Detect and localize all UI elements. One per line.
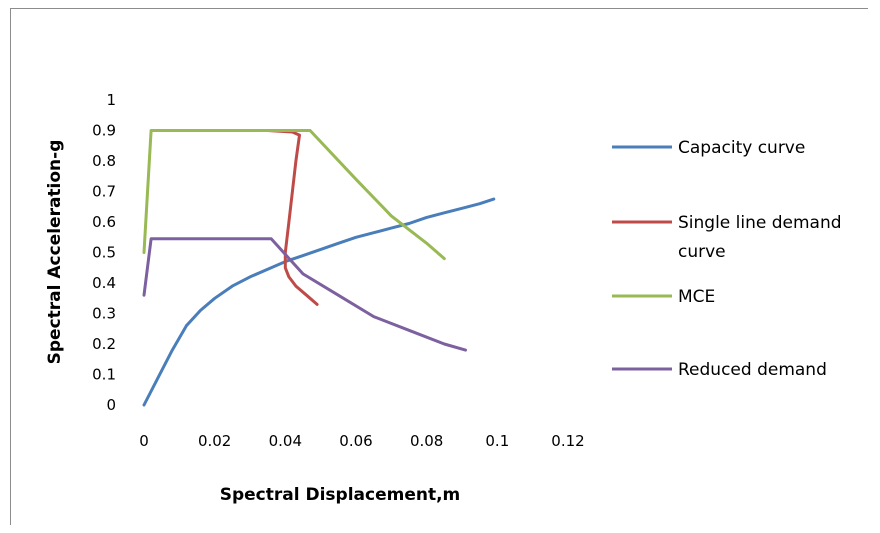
x-tick-labels: 0 0.02 0.04 0.06 0.08 0.1 0.12 bbox=[139, 432, 584, 450]
series-line-1 bbox=[266, 129, 319, 306]
series-line-2 bbox=[142, 129, 446, 261]
y-tick-label: 0.4 bbox=[92, 274, 116, 292]
series-line-0 bbox=[142, 197, 496, 407]
series-line-3 bbox=[142, 237, 467, 352]
y-tick-label: 0 bbox=[106, 396, 116, 414]
y-tick-label: 0.1 bbox=[92, 366, 116, 384]
y-tick-label: 1 bbox=[106, 91, 116, 109]
x-tick-label: 0.1 bbox=[485, 432, 509, 450]
x-axis-title: Spectral Displacement,m bbox=[220, 485, 461, 505]
x-tick-label: 0.02 bbox=[198, 432, 231, 450]
legend-label-0: Capacity curve bbox=[678, 138, 805, 158]
series-lines bbox=[142, 129, 496, 407]
x-tick-label: 0.12 bbox=[551, 432, 584, 450]
y-tick-labels: 0 0.1 0.2 0.3 0.4 0.5 0.6 0.7 0.8 0.9 1 bbox=[92, 91, 116, 414]
y-axis-title: Spectral Acceleration-g bbox=[45, 140, 65, 365]
y-tick-label: 0.2 bbox=[92, 335, 116, 353]
legend-label-2: MCE bbox=[678, 287, 715, 307]
y-tick-label: 0.7 bbox=[92, 183, 116, 201]
y-tick-label: 0.5 bbox=[92, 244, 116, 262]
x-tick-label: 0.04 bbox=[269, 432, 302, 450]
legend-label-1: Single line demand curve bbox=[678, 213, 842, 262]
y-tick-label: 0.8 bbox=[92, 152, 116, 170]
y-tick-label: 0.6 bbox=[92, 213, 116, 231]
chart-frame bbox=[10, 8, 868, 525]
x-tick-label: 0.08 bbox=[410, 432, 443, 450]
y-tick-label: 0.9 bbox=[92, 122, 116, 140]
legend-label-3: Reduced demand bbox=[678, 360, 827, 380]
x-tick-label: 0 bbox=[139, 432, 149, 450]
legend: Capacity curve Single line demand curve MCE… bbox=[612, 138, 842, 380]
x-tick-label: 0.06 bbox=[339, 432, 372, 450]
y-tick-label: 0.3 bbox=[92, 305, 116, 323]
